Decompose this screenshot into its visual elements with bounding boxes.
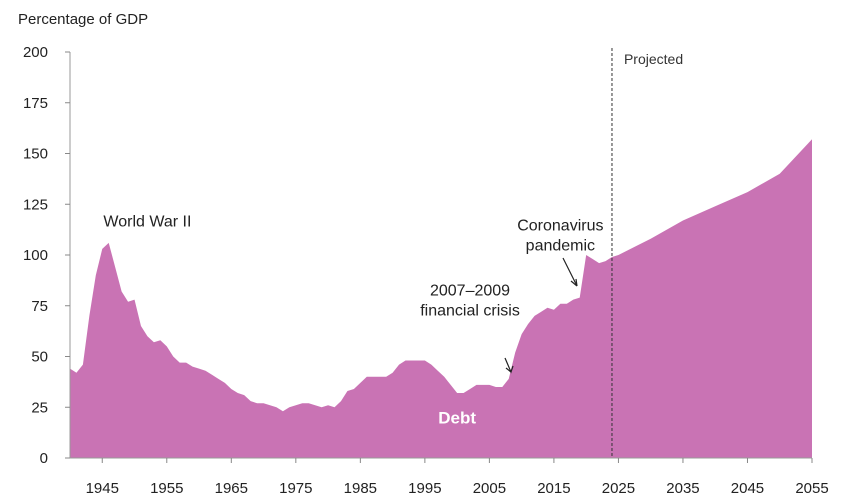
y-tick-label: 25 bbox=[31, 399, 48, 416]
x-tick-label: 2015 bbox=[537, 480, 570, 497]
annotation-line: financial crisis bbox=[420, 303, 520, 320]
x-axis-ticks: 1945 1955 1965 1975 1985 1995 2005 2015 2025 2035… bbox=[86, 458, 829, 497]
financial-crisis-arrow bbox=[504, 357, 514, 374]
x-tick-label: 2025 bbox=[602, 480, 635, 497]
x-tick-label: 2055 bbox=[795, 480, 828, 497]
x-tick-label: 2005 bbox=[473, 480, 506, 497]
y-axis-title: Percentage of GDP bbox=[18, 11, 148, 28]
annotation-line: 2007–2009 bbox=[430, 283, 510, 300]
x-tick-label: 1945 bbox=[86, 480, 119, 497]
x-tick-label: 1995 bbox=[408, 480, 441, 497]
y-tick-label: 0 bbox=[40, 450, 48, 467]
x-tick-label: 1975 bbox=[279, 480, 312, 497]
y-tick-label: 50 bbox=[31, 349, 48, 366]
x-tick-label: 2035 bbox=[666, 480, 699, 497]
y-tick-label: 200 bbox=[23, 44, 48, 61]
debt-area bbox=[70, 139, 812, 459]
debt-series-label: Debt bbox=[438, 408, 476, 427]
y-tick-label: 175 bbox=[23, 95, 48, 112]
annotation-label: World War II bbox=[103, 214, 191, 231]
annotation-line: World War II bbox=[103, 214, 191, 231]
x-tick-label: 1985 bbox=[344, 480, 377, 497]
y-tick-label: 150 bbox=[23, 146, 48, 163]
debt-area-layer bbox=[70, 139, 812, 459]
y-axis-ticks: 0 25 50 75 100 125 150 175 200 bbox=[23, 44, 70, 467]
y-tick-label: 100 bbox=[23, 247, 48, 264]
projection-marker: Projected bbox=[611, 48, 683, 458]
x-tick-label: 1955 bbox=[150, 480, 183, 497]
x-tick-label: 1965 bbox=[215, 480, 248, 497]
x-tick-label: 2045 bbox=[731, 480, 764, 497]
annotation-line: Coronavirus bbox=[517, 218, 603, 235]
y-tick-label: 75 bbox=[31, 298, 48, 315]
pandemic-arrow-head bbox=[570, 278, 578, 287]
annotation-line: pandemic bbox=[526, 238, 595, 255]
annotations: World War II 2007–2009 financial crisis Cor… bbox=[103, 214, 603, 428]
pandemic-arrow-line bbox=[562, 257, 578, 287]
annotation-label: Coronavirus pandemic bbox=[517, 218, 603, 255]
y-tick-label: 125 bbox=[23, 196, 48, 213]
projected-label: Projected bbox=[624, 51, 683, 67]
annotation-label: 2007–2009 financial crisis bbox=[420, 283, 520, 320]
